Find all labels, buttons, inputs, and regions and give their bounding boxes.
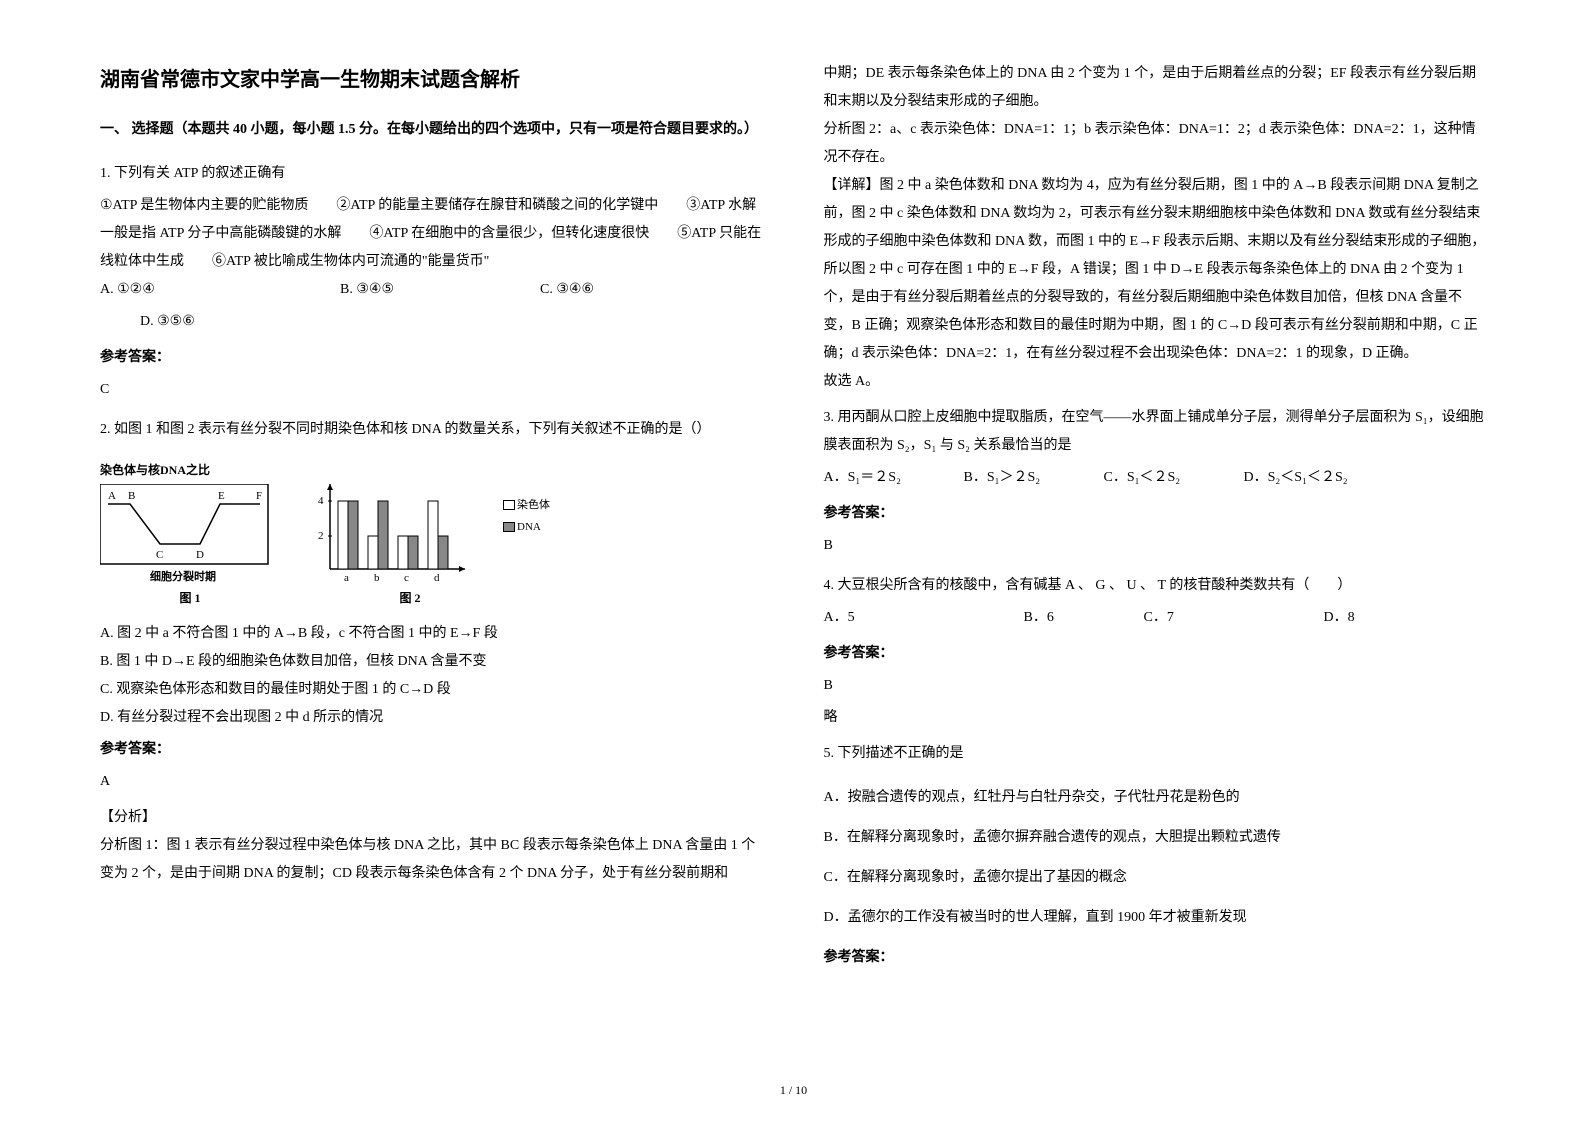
left-column: 湖南省常德市文家中学高一生物期末试题含解析 一、 选择题（本题共 40 小题，每… (100, 60, 764, 1092)
q5-optA: A．按融合遗传的观点，红牡丹与白牡丹杂交，子代牡丹花是粉色的 (824, 784, 1488, 812)
q1-options-row1: A. ①②④ B. ③④⑤ C. ③④⑥ (100, 276, 764, 304)
fig2-legend: 染色体 DNA (503, 494, 550, 538)
fig2-caption: 图 2 (310, 586, 510, 610)
q3-answer-label: 参考答案： (824, 500, 1488, 528)
q2-detail-label: 【详解】 (824, 178, 880, 193)
q3-stem: 3. 用丙酮从口腔上皮细胞中提取脂质，在空气——水界面上铺成单分子层，测得单分子… (824, 404, 1488, 460)
q5-stem: 5. 下列描述不正确的是 (824, 740, 1488, 768)
fig2-xd: d (434, 572, 440, 584)
page-footer: 1 / 10 (780, 1078, 807, 1102)
legend-dna: DNA (517, 516, 541, 538)
figure-container: 染色体与核DNA之比 A B C D E F 细胞分裂时期 图 1 4 (100, 458, 764, 610)
q5-optD: D．孟德尔的工作没有被当时的世人理解，直到 1900 年才被重新发现 (824, 904, 1488, 932)
q4-answer: B (824, 672, 1488, 700)
fig2-ytick-4: 4 (318, 495, 324, 507)
q2-optC: C. 观察染色体形态和数目的最佳时期处于图 1 的 C→D 段 (100, 676, 764, 704)
q3-optC: C．S₁＜２S₂ (1104, 464, 1244, 492)
q1-optA: A. ①②④ (100, 276, 340, 304)
q5-optC: C．在解释分离现象时，孟德尔提出了基因的概念 (824, 864, 1488, 892)
figure-1: 染色体与核DNA之比 A B C D E F 细胞分裂时期 图 1 (100, 458, 280, 610)
legend-chrom: 染色体 (517, 494, 550, 516)
q2-conclusion: 故选 A。 (824, 368, 1488, 396)
q3-answer: B (824, 532, 1488, 560)
q4-optB: B．6 (1024, 604, 1144, 632)
fig1-letter-E: E (218, 490, 225, 502)
q5-optB: B．在解释分离现象时，孟德尔摒弃融合遗传的观点，大胆提出颗粒式遗传 (824, 824, 1488, 852)
q3-options: A．S₁＝２S₂ B．S₁＞２S₂ C．S₁＜２S₂ D．S₂＜S₁＜２S₂ (824, 464, 1488, 492)
q3-optD: D．S₂＜S₁＜２S₂ (1244, 464, 1348, 492)
q4-stem: 4. 大豆根尖所含有的核酸中，含有碱基 A 、 G 、 U 、 T 的核苷酸种类… (824, 572, 1488, 600)
fig1-letter-C: C (156, 549, 163, 561)
fig1-caption: 图 1 (100, 586, 280, 610)
figure-2: 4 2 a b c d (310, 474, 510, 610)
q2-analysis2: 分析图 2：a、c 表示染色体：DNA=1：1；b 表示染色体：DNA=1：2；… (824, 116, 1488, 172)
q1-answer-label: 参考答案： (100, 344, 764, 372)
fig1-letter-F: F (256, 490, 262, 502)
q2-detail-text: 图 2 中 a 染色体数和 DNA 数均为 4，应为有丝分裂后期，图 1 中的 … (824, 178, 1486, 361)
fig1-chart: A B C D E F 细胞分裂时期 (100, 484, 270, 584)
q4-optD: D．8 (1324, 604, 1355, 632)
fig2-xc: c (404, 572, 409, 584)
q2-analysis-label: 【分析】 (100, 804, 764, 832)
fig1-xlabel: 细胞分裂时期 (150, 569, 216, 583)
section-header: 一、 选择题（本题共 40 小题，每小题 1.5 分。在每小题给出的四个选项中，… (100, 116, 764, 144)
fig1-letter-A: A (108, 490, 116, 502)
fig1-letter-B: B (128, 490, 135, 502)
q1-optB: B. ③④⑤ (340, 276, 540, 304)
q4-extra: 略 (824, 704, 1488, 732)
q2-answer-label: 参考答案： (100, 736, 764, 764)
q3-optA: A．S₁＝２S₂ (824, 464, 964, 492)
fig1-top-label: 染色体与核DNA之比 (100, 458, 280, 482)
q5-answer-label: 参考答案： (824, 944, 1488, 972)
q3-optB: B．S₁＞２S₂ (964, 464, 1104, 492)
page-title: 湖南省常德市文家中学高一生物期末试题含解析 (100, 60, 764, 100)
q4-optA: A．5 (824, 604, 1024, 632)
q1-optC: C. ③④⑥ (540, 276, 594, 304)
q4-answer-label: 参考答案： (824, 640, 1488, 668)
fig2-chart: 4 2 a b c d (310, 474, 470, 584)
q4-options: A．5 B．6 C．7 D．8 (824, 604, 1488, 632)
q2-optD: D. 有丝分裂过程不会出现图 2 中 d 所示的情况 (100, 704, 764, 732)
fig1-letter-D: D (196, 549, 204, 561)
q2-analysis1: 分析图 1：图 1 表示有丝分裂过程中染色体与核 DNA 之比，其中 BC 段表… (100, 832, 764, 888)
q1-optD: D. ③⑤⑥ (100, 308, 764, 336)
q1-stem: 1. 下列有关 ATP 的叙述正确有 (100, 160, 764, 188)
q2-detail: 【详解】图 2 中 a 染色体数和 DNA 数均为 4，应为有丝分裂后期，图 1… (824, 172, 1488, 368)
q2-analysis1-cont: 中期；DE 表示每条染色体上的 DNA 由 2 个变为 1 个，是由于后期着丝点… (824, 60, 1488, 116)
q2-stem: 2. 如图 1 和图 2 表示有丝分裂不同时期染色体和核 DNA 的数量关系，下… (100, 416, 764, 444)
q1-body: ①ATP 是生物体内主要的贮能物质 ②ATP 的能量主要储存在腺苷和磷酸之间的化… (100, 192, 764, 276)
q1-answer: C (100, 376, 764, 404)
q4-optC: C．7 (1144, 604, 1324, 632)
q2-answer: A (100, 768, 764, 796)
q2-optA: A. 图 2 中 a 不符合图 1 中的 A→B 段，c 不符合图 1 中的 E… (100, 620, 764, 648)
right-column: 中期；DE 表示每条染色体上的 DNA 由 2 个变为 1 个，是由于后期着丝点… (824, 60, 1488, 1092)
fig2-xa: a (344, 572, 349, 584)
fig2-ytick-2: 2 (318, 530, 324, 542)
q2-optB: B. 图 1 中 D→E 段的细胞染色体数目加倍，但核 DNA 含量不变 (100, 648, 764, 676)
fig2-xb: b (374, 572, 380, 584)
